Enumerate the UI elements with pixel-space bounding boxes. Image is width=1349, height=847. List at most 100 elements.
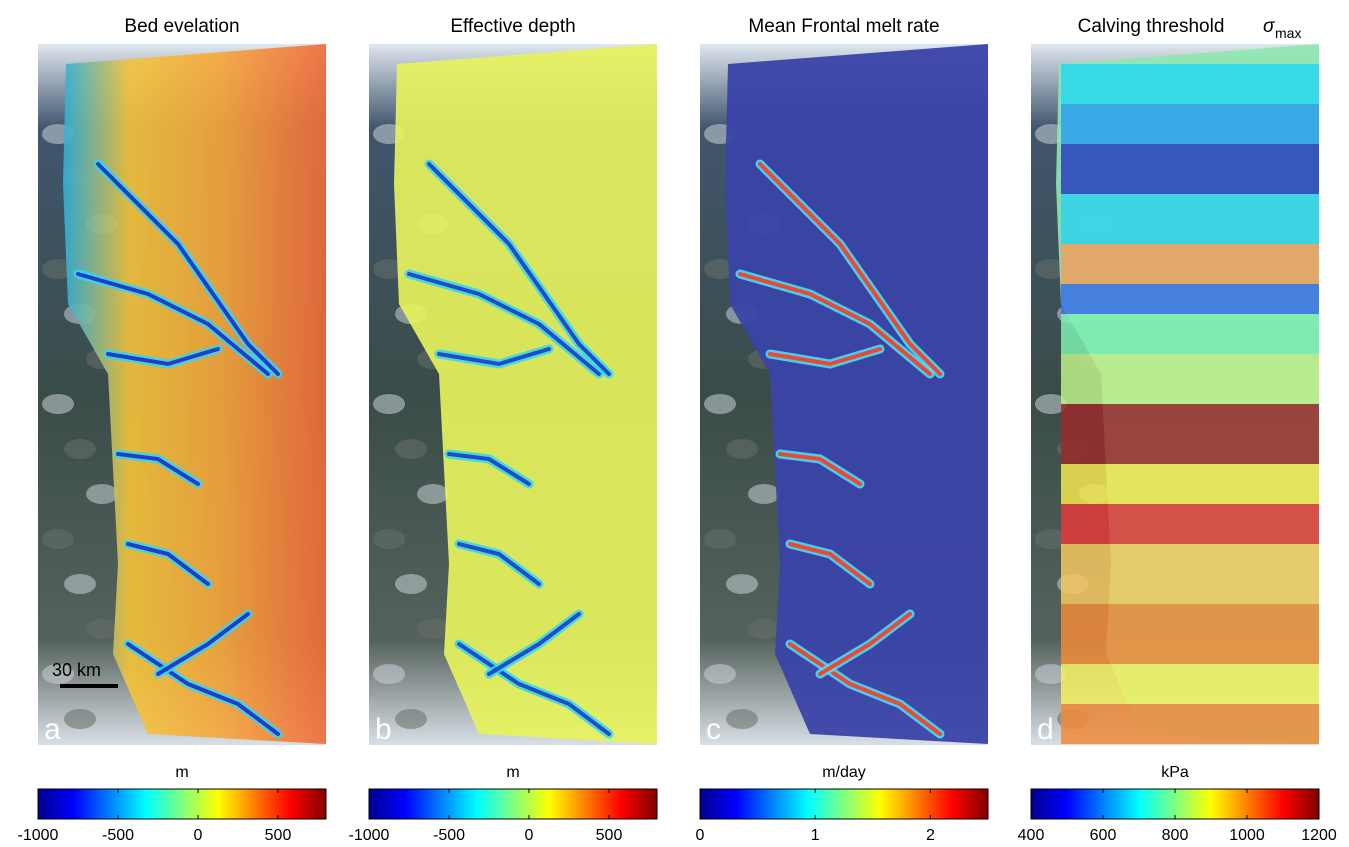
- threshold-band: [1061, 104, 1319, 144]
- colorbar-tick-label: 500: [265, 827, 292, 844]
- colorbar-tick-label: -1000: [18, 827, 59, 844]
- colorbar-tick-label: 500: [596, 827, 623, 844]
- colorbar: [37, 788, 327, 820]
- threshold-band: [1061, 194, 1319, 244]
- colorbar-tick-label: 1000: [1229, 827, 1265, 844]
- fjord-core: [76, 272, 270, 376]
- threshold-band: [1061, 314, 1319, 354]
- colorbar-unit: m: [506, 764, 519, 781]
- colorbar-tick-label: 0: [194, 827, 203, 844]
- panel-a: Bed evelation a 30 km m -1000 -500 0 500: [18, 16, 327, 844]
- colorbar-tick-label: 0: [696, 827, 705, 844]
- coast-rock: [726, 439, 758, 459]
- coast-rock: [704, 529, 736, 549]
- threshold-band: [1061, 144, 1319, 194]
- coast-rock: [373, 394, 405, 414]
- colorbar: [1030, 788, 1320, 820]
- fjord-core: [447, 452, 531, 486]
- fjord-core: [457, 542, 541, 586]
- coast-rock: [42, 529, 74, 549]
- coast-rock: [42, 259, 74, 279]
- threshold-band: [1061, 604, 1319, 664]
- coast-rock: [395, 439, 427, 459]
- sigma-subscript: max: [1275, 25, 1301, 41]
- panel-letter: c: [706, 713, 721, 746]
- ice-field: [394, 44, 657, 744]
- panel-letter: d: [1037, 713, 1054, 746]
- fjord-core: [427, 162, 611, 376]
- coast-rock: [395, 574, 427, 594]
- coast-rock: [42, 664, 74, 684]
- colorbar-tick-label: -500: [102, 827, 134, 844]
- colorbar: [368, 788, 658, 820]
- fjord-core: [156, 612, 250, 676]
- colorbar-tick-label: -500: [433, 827, 465, 844]
- fjord-core: [126, 542, 210, 586]
- fjord-core: [758, 162, 942, 376]
- fjord-core: [126, 642, 280, 736]
- coast-rock: [86, 484, 118, 504]
- colorbar-tick-label: -1000: [349, 827, 390, 844]
- coast-rock: [1035, 259, 1067, 279]
- coast-rock: [704, 664, 736, 684]
- coast-rock: [726, 709, 758, 729]
- coast-rock: [64, 574, 96, 594]
- panel-title: Effective depth: [450, 16, 575, 37]
- coast-rock: [748, 484, 780, 504]
- ice-field: [63, 44, 326, 744]
- threshold-band: [1061, 64, 1319, 104]
- coast-rock: [704, 394, 736, 414]
- colorbar-tick-label: 1: [811, 827, 820, 844]
- threshold-band: [1061, 404, 1319, 464]
- panel-letter: b: [375, 713, 392, 746]
- colorbar-tick-label: 600: [1090, 827, 1117, 844]
- colorbar: [699, 788, 989, 820]
- fjord-core: [106, 347, 220, 367]
- scale-bar-label: 30 km: [52, 660, 101, 680]
- colorbar-tick-label: 400: [1018, 827, 1045, 844]
- threshold-band: [1061, 704, 1319, 744]
- coast-rock: [373, 664, 405, 684]
- fjord-core: [407, 272, 601, 376]
- threshold-band: [1061, 244, 1319, 284]
- fjord-core: [768, 347, 882, 367]
- coast-rock: [373, 529, 405, 549]
- threshold-band: [1061, 284, 1319, 314]
- scale-bar: [60, 684, 118, 688]
- threshold-band: [1061, 354, 1319, 404]
- coast-rock: [64, 439, 96, 459]
- panel-title: Mean Frontal melt rate: [748, 16, 939, 37]
- coast-rock: [395, 709, 427, 729]
- coast-rock: [64, 709, 96, 729]
- colorbar-unit: kPa: [1161, 764, 1189, 781]
- colorbar-tick-label: 800: [1162, 827, 1189, 844]
- coast-rock: [373, 259, 405, 279]
- coast-rock: [748, 619, 780, 639]
- panel-b: Effective depth b m -1000 -500 0 500: [349, 16, 658, 844]
- panel-title: Bed evelation: [124, 16, 239, 37]
- colorbar-unit: m: [175, 764, 188, 781]
- colorbar-unit: m/day: [822, 764, 866, 781]
- coast-rock: [1035, 529, 1067, 549]
- fjord-core: [738, 272, 932, 376]
- coast-rock: [86, 619, 118, 639]
- threshold-band: [1061, 544, 1319, 604]
- fjord-core: [788, 642, 942, 736]
- fjord-core: [96, 162, 280, 376]
- coast-rock: [1035, 664, 1067, 684]
- colorbar-tick-label: 0: [525, 827, 534, 844]
- fjord-core: [818, 612, 912, 676]
- panel-letter: a: [44, 713, 61, 746]
- panel-d: Calving threshold σ max d kPa 400 600 800 1000 12…: [1018, 16, 1337, 844]
- coast-rock: [417, 484, 449, 504]
- colorbar-tick-label: 1200: [1301, 827, 1337, 844]
- fjord-core: [437, 347, 551, 367]
- coast-rock: [726, 574, 758, 594]
- fjord-core: [116, 452, 200, 486]
- fjord-core: [487, 612, 581, 676]
- colorbar-tick-label: 2: [926, 827, 935, 844]
- coast-rock: [42, 394, 74, 414]
- panel-title: Calving threshold: [1078, 16, 1225, 37]
- fjord-core: [788, 542, 872, 586]
